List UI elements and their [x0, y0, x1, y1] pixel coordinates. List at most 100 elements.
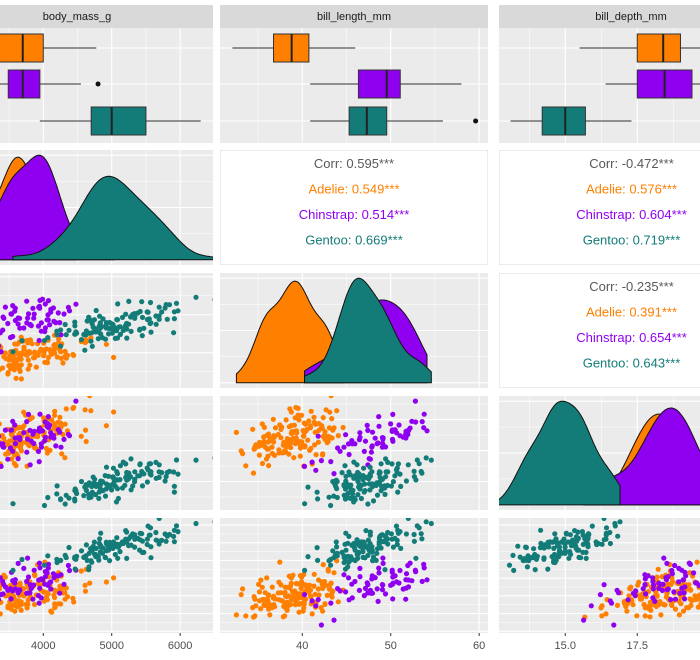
- point-gentoo: [365, 501, 371, 507]
- point-gentoo: [97, 536, 103, 542]
- point-chinstrap: [21, 565, 27, 572]
- point-adelie: [680, 608, 687, 614]
- point-adelie: [302, 444, 308, 450]
- point-gentoo: [62, 501, 68, 507]
- point-chinstrap: [597, 592, 604, 598]
- point-chinstrap: [362, 438, 369, 444]
- point-gentoo: [349, 487, 355, 493]
- point-gentoo: [594, 541, 600, 548]
- point-adelie: [285, 604, 291, 610]
- point-gentoo: [106, 547, 112, 553]
- point-gentoo: [382, 491, 388, 497]
- point-chinstrap: [361, 593, 367, 599]
- point-chinstrap: [17, 587, 23, 594]
- point-chinstrap: [51, 435, 57, 441]
- point-adelie: [277, 559, 283, 565]
- point-gentoo: [552, 531, 558, 537]
- point-adelie: [328, 396, 334, 399]
- point-gentoo: [114, 486, 121, 492]
- point-chinstrap: [683, 573, 689, 579]
- point-gentoo: [45, 494, 51, 501]
- point-chinstrap: [341, 444, 347, 450]
- point-adelie: [52, 594, 58, 601]
- point-adelie: [41, 351, 47, 357]
- point-gentoo: [351, 499, 357, 505]
- point-gentoo: [41, 337, 48, 344]
- point-adelie: [305, 437, 311, 443]
- point-chinstrap: [650, 586, 656, 592]
- point-chinstrap: [331, 471, 337, 477]
- point-chinstrap: [309, 459, 315, 465]
- point-chinstrap: [44, 423, 50, 429]
- point-chinstrap: [346, 597, 352, 603]
- point-gentoo: [603, 525, 610, 531]
- point-adelie: [293, 594, 300, 600]
- panel-r0-c2: [499, 28, 700, 143]
- point-gentoo: [569, 540, 575, 546]
- point-chinstrap: [680, 577, 686, 583]
- point-gentoo: [510, 552, 516, 559]
- point-chinstrap: [24, 449, 30, 455]
- point-adelie: [302, 582, 308, 588]
- point-adelie: [52, 350, 58, 356]
- point-adelie: [280, 598, 286, 604]
- point-gentoo: [356, 471, 362, 477]
- point-adelie: [312, 442, 318, 448]
- panel-background: [0, 518, 213, 633]
- point-gentoo: [147, 299, 154, 306]
- point-adelie: [14, 341, 20, 347]
- point-gentoo: [148, 329, 154, 335]
- point-gentoo: [397, 529, 403, 535]
- point-adelie: [283, 417, 289, 423]
- point-adelie: [301, 605, 307, 611]
- point-chinstrap: [57, 320, 63, 326]
- point-gentoo: [511, 567, 517, 574]
- point-adelie: [311, 414, 317, 420]
- point-gentoo: [164, 316, 170, 322]
- point-gentoo: [107, 558, 113, 564]
- point-chinstrap: [37, 305, 43, 311]
- boxplot-gentoo: [510, 106, 632, 136]
- point-adelie: [686, 582, 692, 588]
- point-gentoo: [341, 553, 347, 559]
- point-adelie: [309, 611, 315, 617]
- point-gentoo: [361, 465, 367, 471]
- point-chinstrap: [659, 587, 666, 594]
- point-gentoo: [96, 495, 102, 501]
- point-gentoo: [354, 540, 360, 546]
- point-adelie: [262, 590, 268, 596]
- point-gentoo: [83, 542, 89, 548]
- point-adelie: [252, 613, 258, 619]
- point-gentoo: [615, 533, 621, 539]
- point-gentoo: [367, 464, 373, 470]
- point-chinstrap: [364, 422, 370, 428]
- point-adelie: [43, 346, 50, 352]
- point-gentoo: [343, 473, 349, 479]
- point-gentoo: [533, 556, 540, 562]
- point-chinstrap: [42, 301, 48, 307]
- panel-r2-c1: [220, 273, 488, 388]
- point-adelie: [693, 594, 699, 600]
- point-adelie: [44, 590, 50, 596]
- point-chinstrap: [337, 588, 343, 594]
- point-gentoo: [551, 539, 557, 545]
- panel-r1-c0: [0, 150, 213, 265]
- point-gentoo: [515, 543, 521, 549]
- point-gentoo: [54, 556, 60, 562]
- point-adelie: [642, 613, 648, 619]
- point-adelie: [287, 406, 293, 412]
- point-chinstrap: [30, 305, 36, 311]
- point-gentoo: [538, 527, 544, 533]
- point-gentoo: [398, 483, 404, 489]
- point-adelie: [43, 594, 50, 600]
- point-adelie: [278, 426, 284, 432]
- point-gentoo: [561, 536, 567, 542]
- point-adelie: [82, 582, 88, 588]
- point-adelie: [256, 452, 262, 458]
- point-chinstrap: [601, 582, 607, 588]
- point-gentoo: [354, 551, 360, 558]
- point-gentoo: [103, 481, 109, 487]
- point-gentoo: [103, 464, 110, 470]
- overall-correlation: Corr: -0.472***: [589, 156, 674, 171]
- point-adelie: [103, 341, 109, 347]
